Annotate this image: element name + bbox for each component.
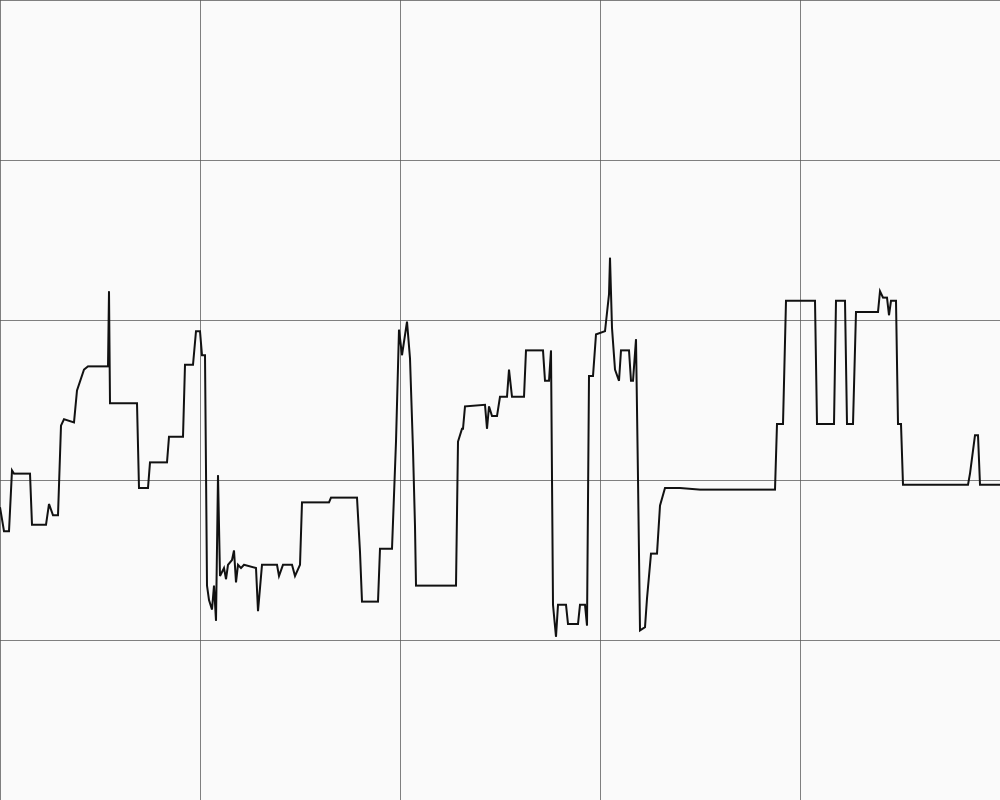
series-line <box>0 257 1000 637</box>
series-layer <box>0 257 1000 637</box>
